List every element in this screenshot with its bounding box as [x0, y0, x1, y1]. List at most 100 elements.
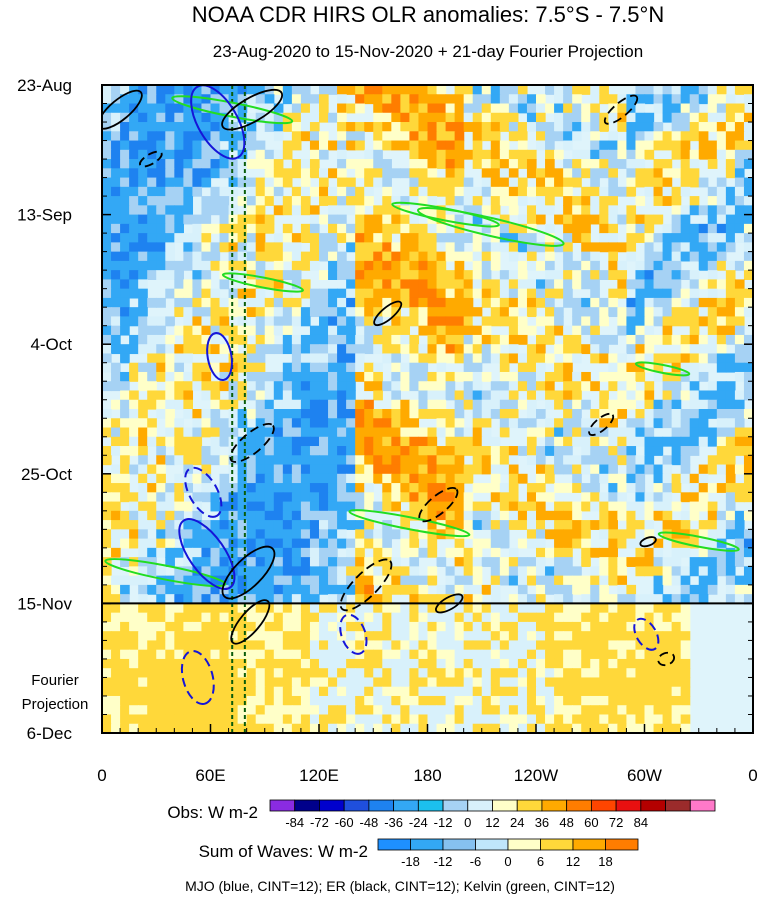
- field-cell: [554, 529, 564, 540]
- field-cell: [508, 288, 519, 299]
- field-cell: [481, 122, 492, 132]
- field-cell: [309, 557, 320, 567]
- field-cell: [246, 85, 257, 95]
- field-cell: [282, 149, 293, 160]
- colorbar-swatch: [516, 799, 543, 812]
- field-cell: [436, 122, 447, 132]
- field-cell: [599, 473, 609, 484]
- field-cell: [499, 668, 510, 679]
- field-cell: [617, 316, 628, 327]
- field-cell: [183, 668, 194, 679]
- field-cell: [192, 168, 203, 179]
- field-cell: [653, 159, 664, 169]
- field-cell: [255, 214, 266, 225]
- field-cell: [328, 640, 338, 651]
- field-cell: [111, 529, 121, 540]
- field-cell: [156, 260, 166, 271]
- field-cell: [545, 260, 555, 271]
- field-cell: [671, 140, 682, 151]
- field-cell: [572, 603, 582, 614]
- field-cell: [282, 418, 293, 429]
- field-cell: [192, 529, 203, 540]
- field-cell: [436, 483, 447, 493]
- field-cell: [644, 316, 655, 327]
- x-tick-label: 0: [97, 766, 106, 785]
- field-cell: [328, 233, 338, 243]
- field-cell: [129, 714, 139, 725]
- field-cell: [355, 547, 365, 558]
- field-cell: [192, 223, 203, 234]
- field-cell: [454, 353, 465, 364]
- field-cell: [264, 390, 275, 401]
- field-cell: [653, 371, 664, 382]
- field-cell: [698, 483, 709, 493]
- field-cell: [355, 686, 365, 697]
- field-cell: [572, 214, 582, 225]
- colorbar-swatch: [475, 838, 509, 851]
- field-cell: [680, 307, 691, 318]
- field-cell: [581, 427, 591, 438]
- mjo-contour: [339, 613, 368, 655]
- field-cell: [400, 668, 411, 679]
- field-cell: [228, 353, 239, 364]
- field-cell: [328, 186, 338, 197]
- field-cell: [590, 297, 600, 308]
- field-cell: [563, 686, 573, 697]
- field-cell: [608, 112, 618, 123]
- field-cell: [608, 427, 618, 438]
- field-cell: [590, 695, 600, 706]
- field-cell: [291, 122, 302, 132]
- field-cell: [373, 473, 383, 484]
- field-cell: [490, 723, 501, 733]
- field-cell: [102, 418, 112, 429]
- field-cell: [590, 714, 600, 725]
- field-cell: [282, 473, 293, 484]
- field-cell: [309, 325, 320, 336]
- field-cell: [255, 677, 266, 688]
- field-cell: [608, 233, 618, 243]
- field-cell: [120, 529, 130, 540]
- field-cell: [617, 575, 628, 586]
- field-cell: [210, 575, 221, 586]
- field-cell: [373, 501, 383, 512]
- field-cell: [382, 483, 392, 493]
- field-cell: [400, 260, 411, 271]
- field-cell: [608, 214, 618, 225]
- field-cell: [291, 547, 302, 558]
- field-cell: [490, 510, 501, 521]
- field-cell: [517, 233, 528, 243]
- field-cell: [680, 362, 691, 373]
- field-cell: [382, 260, 392, 271]
- field-cell: [147, 714, 157, 725]
- field-cell: [499, 566, 510, 577]
- field-cell: [563, 279, 573, 290]
- field-cell: [129, 94, 139, 105]
- er-contour: [435, 593, 464, 614]
- field-cell: [508, 492, 519, 503]
- field-cell: [554, 520, 564, 530]
- field-cell: [147, 325, 157, 336]
- field-cell: [698, 149, 709, 160]
- field-cell: [174, 418, 184, 429]
- field-cell: [282, 122, 293, 132]
- field-cell: [328, 464, 338, 475]
- field-cell: [337, 131, 347, 142]
- field-cell: [273, 168, 284, 179]
- field-cell: [418, 196, 429, 206]
- field-cell: [355, 668, 365, 679]
- field-cell: [346, 436, 356, 447]
- field-cell: [255, 705, 266, 716]
- field-cell: [599, 705, 609, 716]
- field-cell: [707, 251, 718, 262]
- field-cell: [590, 547, 600, 558]
- field-cell: [626, 695, 637, 706]
- field-cell: [572, 483, 582, 493]
- field-cell: [626, 233, 637, 243]
- colorbar-tick-label: -36: [384, 815, 403, 830]
- field-cell: [364, 575, 374, 586]
- field-cell: [264, 640, 275, 651]
- field-cell: [716, 112, 727, 123]
- field-cell: [599, 223, 609, 234]
- field-cell: [319, 325, 329, 336]
